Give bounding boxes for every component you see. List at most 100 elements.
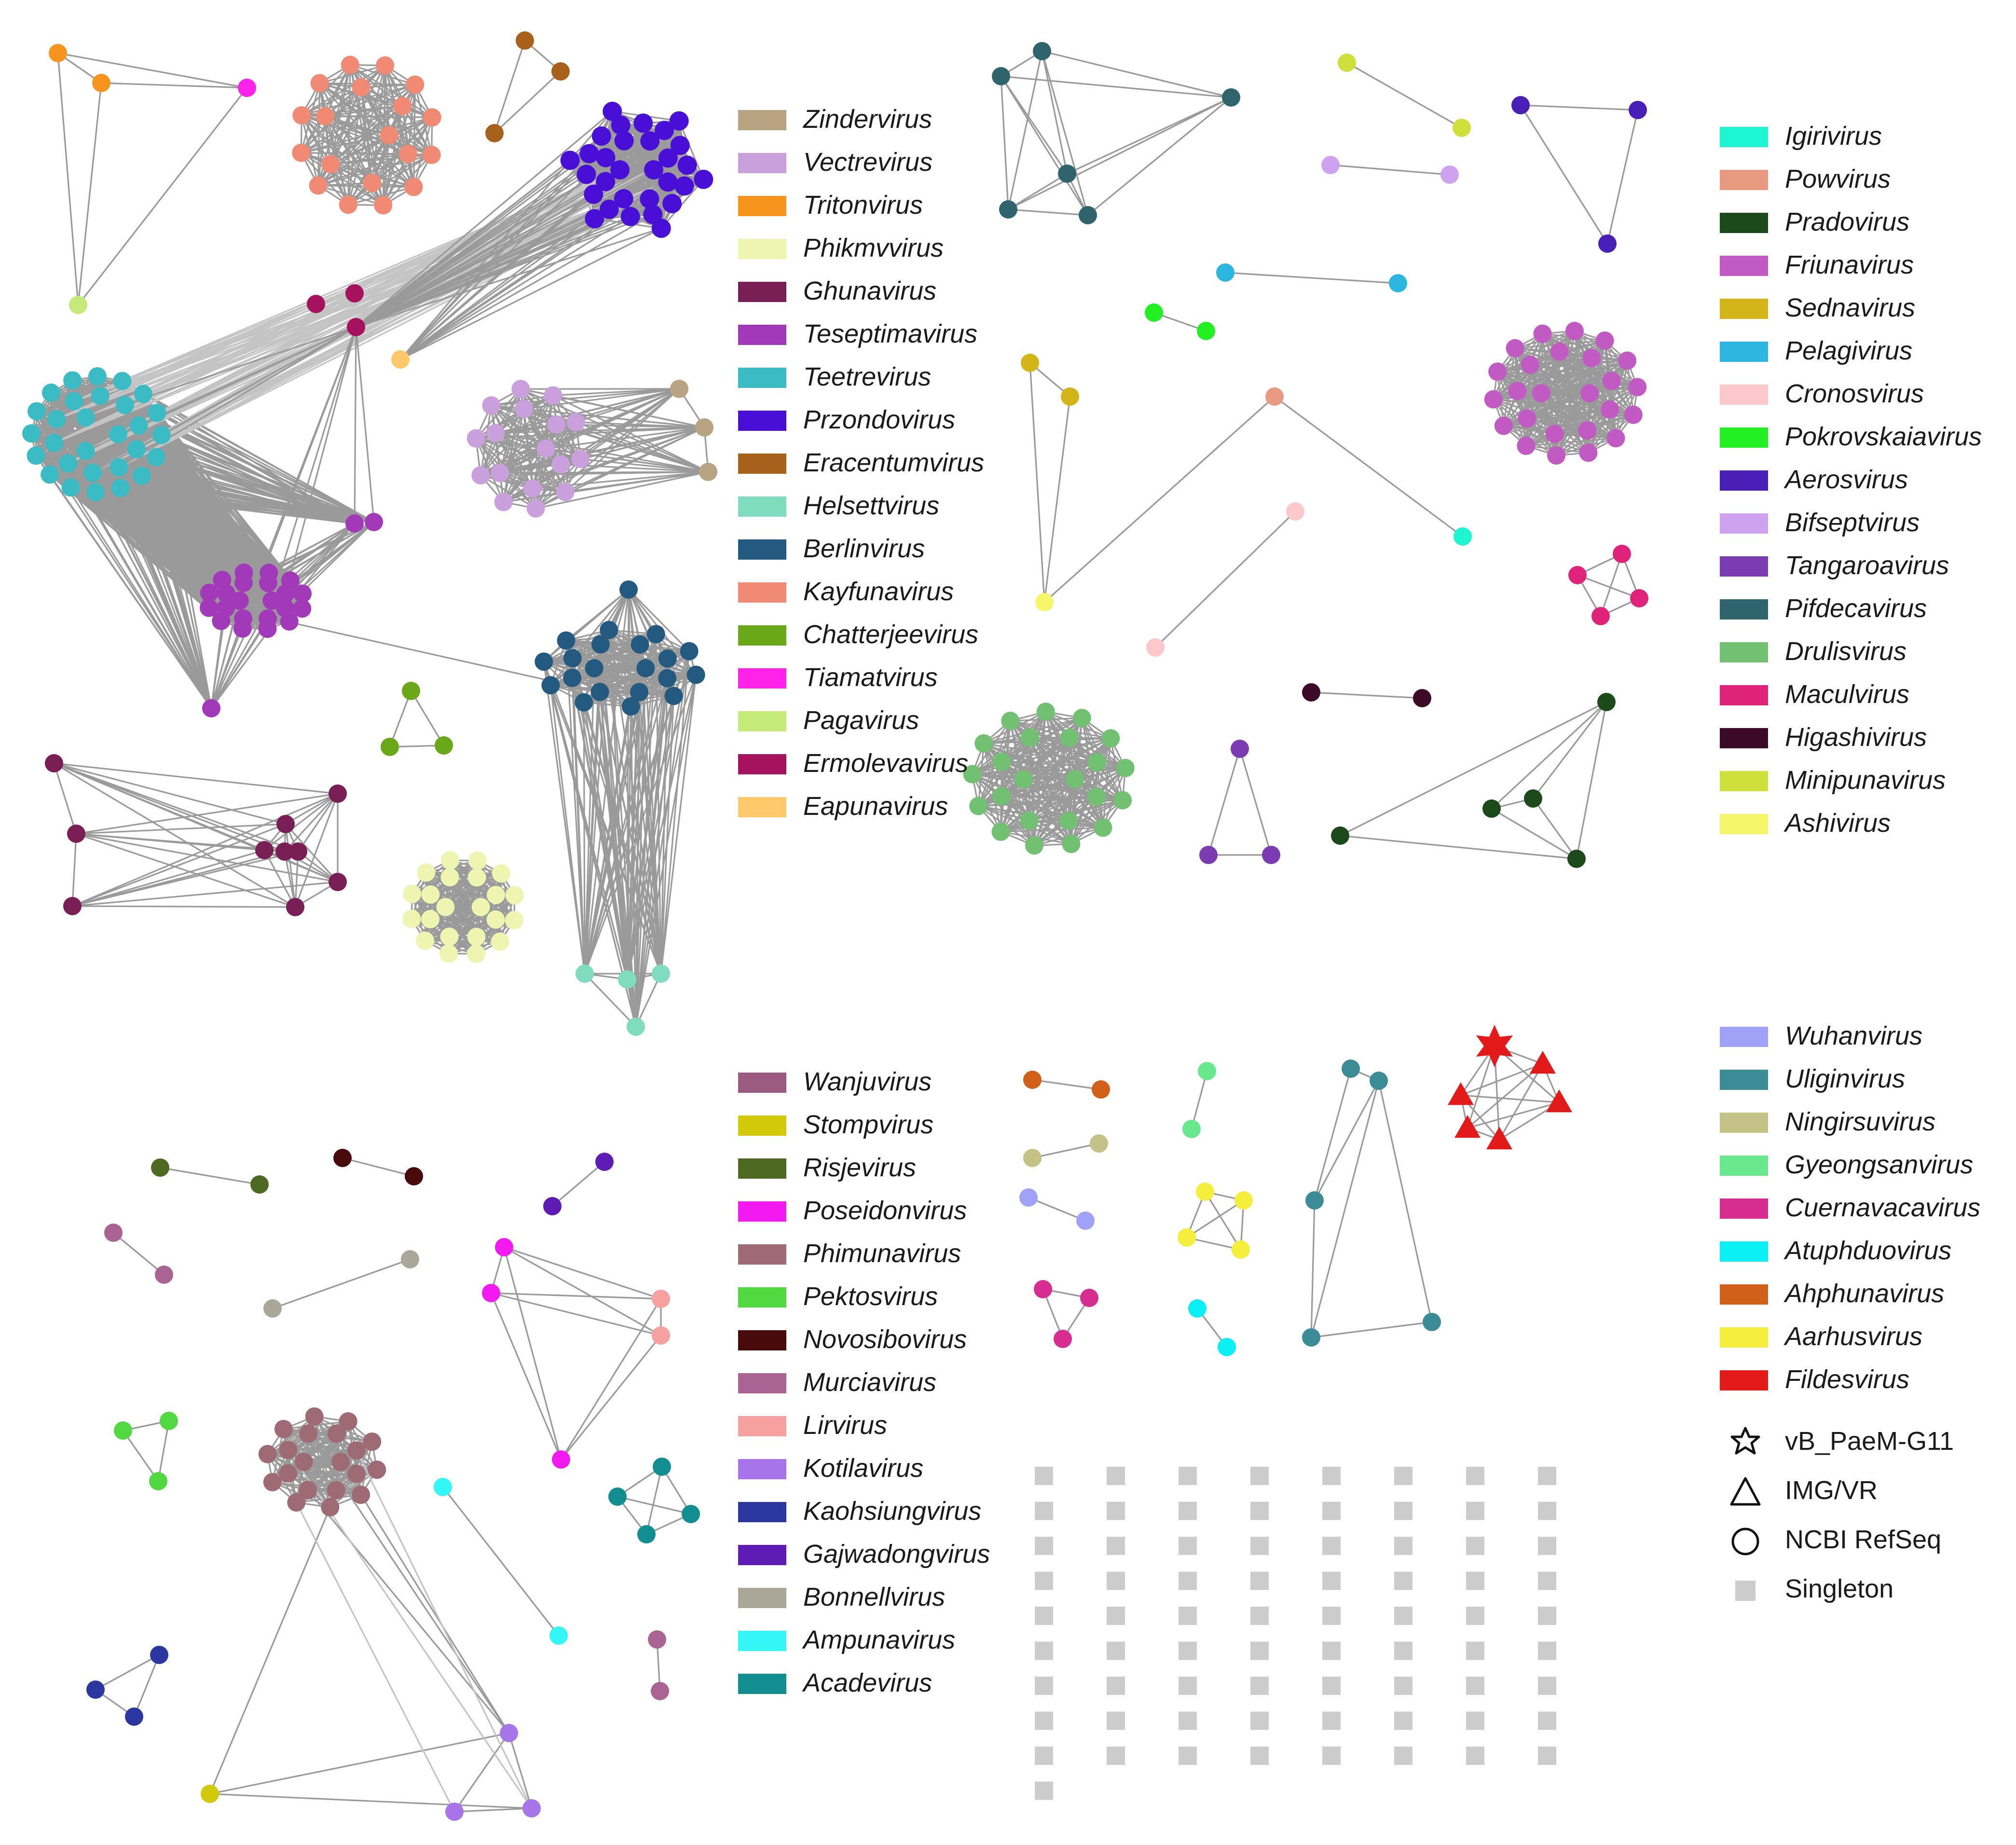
edge	[72, 823, 286, 907]
node-eracentumvirus	[551, 62, 570, 81]
edge	[1491, 808, 1577, 860]
legend-swatch	[738, 1416, 786, 1436]
legend-label: Cuernavacavirus	[1785, 1193, 1981, 1222]
node-aarhusvirus	[1232, 1240, 1250, 1259]
singleton-node	[1250, 1677, 1269, 1695]
edge	[1032, 1143, 1099, 1159]
node-pradovirus	[1597, 693, 1616, 711]
singleton-node	[1466, 1641, 1484, 1660]
node-berlinvirus	[557, 631, 576, 650]
edge	[523, 388, 680, 410]
node-drulisvirus	[1014, 770, 1033, 788]
legend-swatch	[1720, 170, 1768, 190]
node-murciavirus	[648, 1630, 666, 1649]
edge	[36, 411, 210, 608]
node-teetrevirus	[76, 441, 95, 460]
edge	[350, 64, 415, 86]
node-wuhanvirus	[1076, 1212, 1095, 1230]
legend-label: Ahphunavirus	[1785, 1279, 1945, 1308]
legend-swatch	[1720, 513, 1768, 534]
legend-label: Minipunavirus	[1785, 766, 1946, 795]
edge	[576, 421, 705, 428]
edge	[1225, 272, 1399, 284]
node-helsettvirus	[576, 964, 594, 983]
legend-label: Pokrovskaiavirus	[1785, 422, 1982, 451]
singleton-node	[1466, 1571, 1484, 1590]
node-igirivirus	[1454, 527, 1472, 546]
edge	[210, 582, 269, 709]
edge	[76, 833, 296, 908]
edge	[285, 327, 357, 594]
edge	[297, 793, 339, 852]
node-teetrevirus	[45, 434, 64, 453]
legend-swatch	[738, 411, 786, 431]
node-vectrevirus	[551, 455, 570, 474]
edge	[1378, 1080, 1433, 1322]
node-phikmvvirus	[467, 868, 486, 887]
singleton-node	[1107, 1711, 1125, 1730]
node-berlinvirus	[658, 649, 677, 668]
singleton-node	[1322, 1711, 1341, 1730]
node-cuernavacavirus	[1080, 1289, 1098, 1307]
gray-square-icon	[1728, 1574, 1762, 1608]
singleton-node	[1179, 1677, 1197, 1695]
node-berlinvirus	[585, 659, 603, 677]
edge	[209, 1507, 331, 1794]
legend-label: Gajwadongvirus	[803, 1540, 990, 1569]
node-drulisvirus	[1059, 812, 1078, 830]
node-phikmvvirus	[416, 931, 435, 950]
node-drulisvirus	[1062, 835, 1081, 854]
edge	[1008, 96, 1232, 210]
node-teseptimavirus	[281, 571, 300, 590]
edge	[411, 860, 479, 920]
singleton-node	[1250, 1711, 1269, 1730]
singleton-node	[1035, 1641, 1053, 1660]
legend-label: Ashivirus	[1785, 809, 1891, 838]
singleton-node	[1179, 1537, 1197, 1555]
node-pokrovskaiavirus	[1197, 322, 1215, 340]
edge	[1000, 76, 1009, 210]
singleton-node	[1179, 1641, 1197, 1660]
legend-label: Gyeongsanvirus	[1785, 1150, 1974, 1179]
node-kayfunavirus	[292, 143, 311, 162]
node-tangaroavirus	[1231, 740, 1249, 758]
legend-swatch	[738, 196, 786, 216]
node-teetrevirus	[47, 410, 66, 428]
node-uliginvirus	[1342, 1060, 1360, 1078]
singleton-node	[1538, 1501, 1556, 1520]
edge	[1498, 1063, 1544, 1140]
triangle-node-fildesvirus	[1448, 1082, 1474, 1105]
node-phimunavirus	[327, 1424, 346, 1443]
legend-swatch	[1720, 385, 1768, 405]
edge	[584, 973, 637, 1028]
edge	[156, 412, 374, 523]
node-phikmvvirus	[486, 885, 505, 904]
edge	[1081, 717, 1104, 828]
node-minipunavirus	[1453, 119, 1471, 137]
legend-swatch	[738, 110, 786, 130]
edge	[580, 427, 705, 460]
node-teseptimavirus	[233, 619, 252, 638]
legend-label: Zindervirus	[803, 105, 933, 134]
edge	[399, 160, 571, 360]
singleton-grid	[1035, 1467, 1556, 1800]
node-teetrevirus	[61, 478, 80, 497]
legend-label: Powvirus	[1785, 165, 1891, 193]
legend-swatch	[1720, 342, 1768, 362]
node-vectrevirus	[544, 386, 562, 405]
node-phikmvvirus	[505, 886, 524, 905]
node-teetrevirus	[113, 372, 132, 390]
edge	[1520, 104, 1638, 111]
legend-swatch	[738, 1674, 786, 1694]
legend-label: IMG/VR	[1785, 1476, 1878, 1505]
node-acadevirus	[637, 1525, 656, 1543]
node-pifdecavirus	[992, 67, 1010, 85]
node-berlinvirus	[686, 665, 705, 684]
edge	[490, 405, 505, 502]
node-kotilavirus	[445, 1803, 464, 1821]
node-cuernavacavirus	[1054, 1330, 1072, 1348]
node-friunavirus	[1595, 331, 1614, 350]
edge	[76, 793, 338, 835]
triangle-node-fildesvirus	[1454, 1115, 1481, 1138]
node-vectrevirus	[466, 429, 485, 448]
